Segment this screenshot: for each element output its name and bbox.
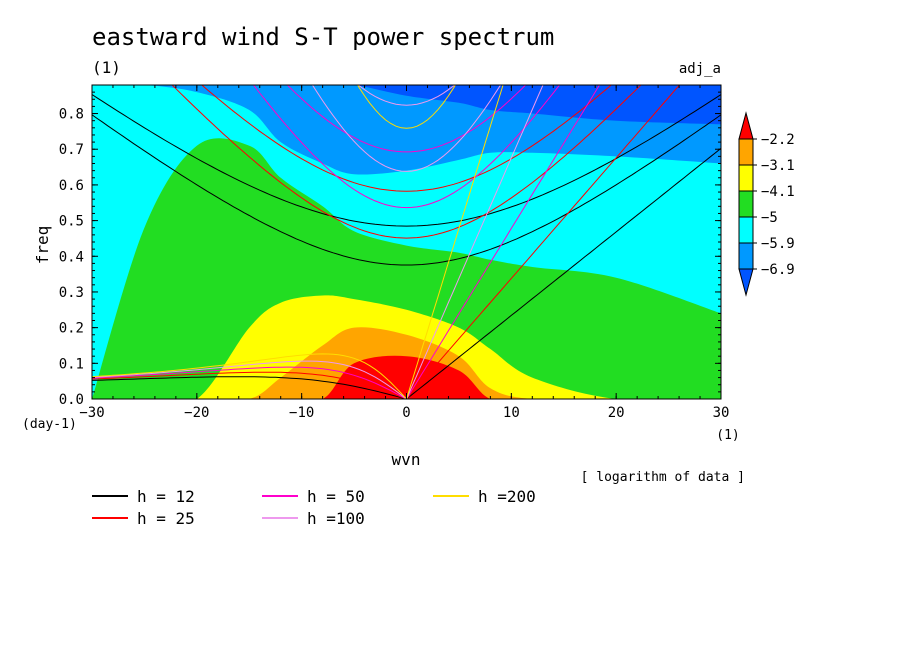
colorbar-bottom-arrow	[738, 268, 754, 297]
legend-label-h25: h = 25	[137, 509, 195, 528]
x-tick-label: −20	[184, 405, 209, 421]
y-tick-label: 0.3	[59, 285, 84, 301]
colorbar-label: −5.9	[761, 236, 795, 252]
chart-title: eastward wind S-T power spectrum	[92, 23, 554, 51]
x-tick-label: 10	[503, 405, 520, 421]
legend-label-h12: h = 12	[137, 487, 195, 506]
dispersion-curve-h200-3	[406, 85, 504, 399]
y-tick-label: 0.7	[59, 142, 84, 158]
dispersion-curve-h12-4	[92, 376, 407, 399]
dispersion-curve-h25-4	[92, 371, 407, 399]
title-unit: (1)	[92, 58, 121, 77]
colorbar-label: −6.9	[761, 262, 795, 278]
dispersion-curve-h100-3	[406, 85, 544, 399]
y-tick-label: 0.2	[59, 321, 84, 337]
colorbar-top-arrow	[738, 111, 754, 140]
dispersion-curve-h50-3	[406, 85, 601, 399]
y-tick-label: 0.5	[59, 214, 84, 230]
x-tick-label: 30	[713, 405, 730, 421]
dispersion-curve-h50-2	[286, 85, 527, 153]
dispersion-curve-h100-2	[357, 85, 456, 106]
y-axis-label: freq	[33, 226, 52, 265]
y-axis-unit: (day-1)	[22, 417, 77, 432]
panel-label: adj_a	[679, 61, 721, 77]
colorbar-swatch	[738, 190, 754, 218]
y-tick-label: 0.8	[59, 107, 84, 123]
colorbar-label: −4.1	[761, 184, 795, 200]
x-axis-label: wvn	[392, 450, 421, 469]
x-tick-label: −30	[79, 405, 104, 421]
colorbar-swatch	[738, 242, 754, 270]
colorbar-label: −3.1	[761, 158, 795, 174]
dispersion-curve-h25-3	[406, 85, 681, 399]
y-tick-label: 0.1	[59, 356, 84, 372]
colorbar-swatch	[738, 216, 754, 244]
fill-region-6	[92, 355, 721, 399]
legend-label-h100: h =100	[307, 509, 365, 528]
data-note: [ logarithm of data ]	[581, 470, 745, 485]
legend-label-h200: h =200	[478, 487, 536, 506]
x-tick-label: 0	[402, 405, 410, 421]
dispersion-curve-h25-2	[201, 85, 612, 192]
x-tick-label: −10	[289, 405, 314, 421]
dispersion-curve-h12-3	[406, 147, 721, 399]
colorbar-label: −2.2	[761, 132, 795, 148]
y-tick-label: 0.0	[59, 392, 84, 408]
legend-label-h50: h = 50	[307, 487, 365, 506]
fill-region-2	[92, 85, 721, 125]
dispersion-curve-h200-1	[357, 85, 456, 129]
dispersion-curve-h12-1	[92, 114, 721, 266]
colorbar-swatch	[738, 164, 754, 192]
dispersion-curve-h200-4	[92, 353, 407, 399]
dispersion-curve-h100-4	[92, 360, 407, 399]
dispersion-curve-h25-1	[171, 85, 642, 239]
y-tick-label: 0.4	[59, 249, 84, 265]
x-axis-unit: (1)	[716, 428, 739, 443]
y-tick-label: 0.6	[59, 178, 84, 194]
x-tick-label: 20	[608, 405, 625, 421]
dispersion-curve-h50-1	[252, 85, 561, 209]
dispersion-curve-h50-4	[92, 366, 407, 399]
colorbar-swatch	[738, 138, 754, 166]
colorbar-label: −5	[761, 210, 778, 226]
dispersion-curve-h100-1	[311, 85, 502, 172]
